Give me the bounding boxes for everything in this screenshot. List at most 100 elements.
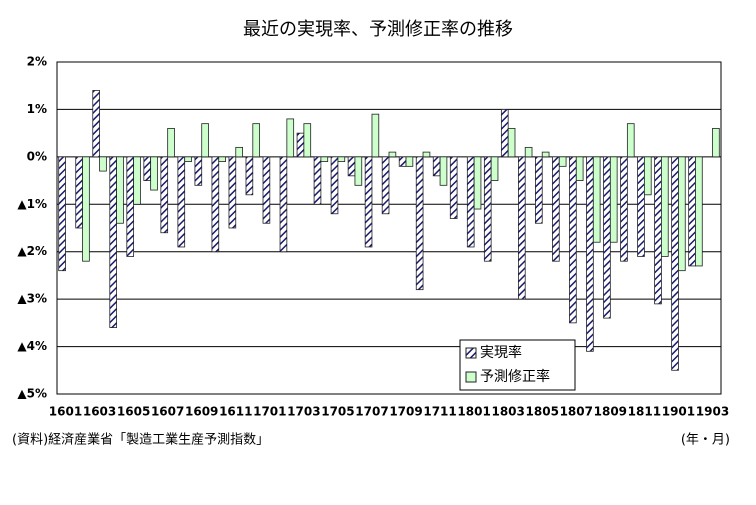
x-tick-label: 1707 [355, 405, 388, 419]
bar [364, 156, 373, 248]
y-tick-label: ▲2% [17, 244, 47, 258]
bar [490, 156, 499, 181]
bar [388, 151, 397, 158]
bar [575, 156, 584, 181]
x-tick-label: 1805 [526, 405, 559, 419]
bar [592, 156, 601, 243]
bar [337, 156, 346, 163]
x-tick-label: 1703 [287, 405, 320, 419]
bar [286, 118, 295, 158]
x-tick-label: 1801 [457, 405, 490, 419]
bar [75, 156, 83, 229]
bar [517, 156, 526, 300]
legend-box [459, 339, 576, 391]
bar [330, 156, 339, 215]
bar [109, 156, 117, 329]
bar [654, 156, 662, 305]
bar [535, 156, 543, 224]
bar [347, 156, 356, 177]
y-tick-label: ▲4% [17, 339, 47, 353]
bar [116, 156, 124, 224]
bar [678, 156, 686, 272]
bar [569, 156, 577, 324]
bar [432, 156, 441, 177]
bar [661, 156, 669, 257]
y-tick-label: ▲5% [17, 387, 47, 401]
bar [552, 156, 560, 262]
bar [184, 156, 192, 163]
bar [167, 127, 175, 158]
y-tick-label: 2% [27, 55, 47, 69]
bar [466, 156, 475, 248]
bar [473, 156, 482, 210]
x-tick-label: 1701 [253, 405, 286, 419]
bar [354, 156, 363, 186]
bar [82, 156, 90, 262]
bar [422, 151, 431, 158]
bar [262, 156, 271, 224]
bar [279, 156, 288, 253]
x-tick-label: 1901 [662, 405, 695, 419]
bar [603, 156, 611, 319]
bar [313, 156, 322, 205]
bar [194, 156, 203, 186]
bar [150, 156, 158, 191]
x-tick-label: 1603 [83, 405, 116, 419]
bar [671, 156, 679, 371]
x-tick-label: 1803 [491, 405, 524, 419]
bar [133, 156, 141, 205]
x-tick-label: 1809 [594, 405, 627, 419]
bar [228, 156, 237, 229]
legend-swatch [465, 347, 477, 359]
bar [712, 127, 720, 158]
y-tick-label: ▲1% [17, 197, 47, 211]
bar [439, 156, 448, 186]
bar [303, 123, 312, 158]
x-tick-label: 1601 [49, 405, 82, 419]
bar [500, 109, 509, 158]
x-tick-label: 1811 [628, 405, 661, 419]
legend-label: 実現率 [480, 344, 522, 361]
x-tick-label: 1711 [423, 405, 456, 419]
bar [320, 156, 329, 163]
bar [211, 156, 220, 253]
x-tick-label: 1903 [696, 405, 729, 419]
legend-swatch [465, 371, 477, 383]
bar [296, 132, 305, 158]
bar [695, 156, 703, 267]
bar [201, 123, 209, 158]
bar [637, 156, 645, 257]
y-tick-label: 0% [27, 149, 47, 163]
x-tick-label: 1705 [321, 405, 354, 419]
bar [381, 156, 390, 215]
source-note: (資料)経済産業省「製造工業生産予測指数」 [12, 432, 269, 448]
chart-title: 最近の実現率、予測修正率の推移 [243, 19, 513, 40]
bar [405, 156, 414, 167]
bar [99, 156, 107, 172]
x-tick-label: 1611 [219, 405, 252, 419]
bar [245, 156, 254, 196]
bar [235, 146, 243, 158]
bar [483, 156, 492, 262]
bar [620, 156, 628, 262]
x-tick-label: 1709 [389, 405, 422, 419]
bar [449, 156, 458, 219]
legend-label: 予測修正率 [480, 368, 550, 385]
bar [126, 156, 135, 257]
bar [541, 151, 550, 158]
x-tick-label: 1607 [151, 405, 184, 419]
bar [626, 123, 635, 158]
y-tick-label: ▲3% [17, 292, 47, 306]
bar [586, 156, 594, 352]
bar [58, 156, 66, 272]
bar [371, 113, 380, 158]
x-tick-label: 1807 [560, 405, 593, 419]
bar [143, 156, 152, 181]
bar [507, 127, 516, 158]
bar [609, 156, 618, 243]
x-unit: (年・月) [681, 433, 730, 448]
bar [218, 156, 226, 163]
bar [160, 156, 169, 234]
bar [558, 156, 567, 167]
